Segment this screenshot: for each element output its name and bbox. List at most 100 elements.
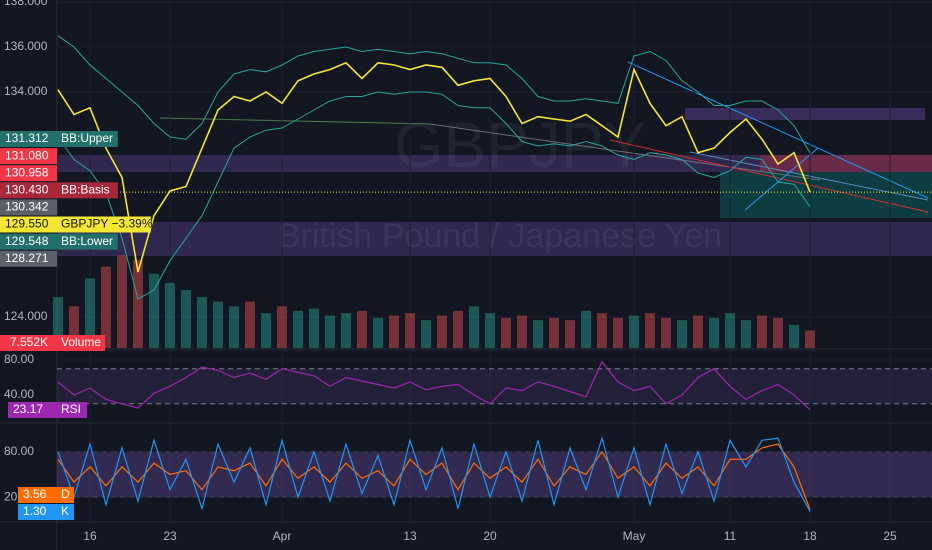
stoch-line — [57, 435, 811, 512]
volume-bar — [149, 273, 159, 348]
volume-bar — [613, 317, 623, 348]
volume-bar — [309, 308, 319, 348]
x-tick-label: 25 — [883, 529, 897, 543]
volume-badge — [0, 335, 57, 351]
rsi-badge — [8, 402, 57, 418]
price-badge — [0, 199, 57, 216]
price-badge — [0, 250, 57, 267]
volume-bar — [245, 301, 255, 348]
volume-bar — [165, 283, 175, 348]
series-badge — [57, 131, 118, 147]
zone — [720, 172, 932, 218]
volume-bar — [53, 296, 63, 348]
volume-bar — [69, 306, 79, 348]
volume-bar — [341, 313, 351, 348]
rsi-badge-label: 23.17 — [13, 402, 43, 416]
stoch-name: K — [61, 504, 69, 518]
x-tick-label: 11 — [724, 529, 737, 543]
y-tick-label: 80.00 — [4, 444, 34, 458]
price-badge — [0, 131, 57, 147]
volume-bar — [213, 301, 223, 348]
rsi-name-badge — [57, 402, 87, 418]
volume-bar — [421, 320, 431, 348]
y-tick-label: 138.000 — [4, 0, 48, 8]
volume-bar — [469, 306, 479, 348]
volume-bar — [325, 315, 335, 348]
price-line — [57, 61, 811, 273]
series-badge — [57, 216, 151, 233]
volume-bar — [533, 320, 543, 348]
y-tick-label: 134.000 — [4, 84, 48, 98]
volume-bar — [277, 306, 287, 348]
y-tick-label: 136.000 — [4, 39, 48, 53]
series-badge-label: GBPJPY −3.39% — [61, 217, 153, 231]
x-tick-label: May — [623, 529, 646, 543]
volume-bar — [725, 313, 735, 348]
zone — [760, 155, 932, 172]
volume-bar — [453, 310, 463, 348]
volume-bar — [741, 320, 751, 348]
series-badge-label: BB:Basis — [61, 182, 110, 196]
watermark-description: British Pound / Japanese Yen — [278, 217, 722, 255]
volume-bar — [261, 313, 271, 348]
price-badge-label: 131.312 — [5, 131, 49, 145]
volume-bar — [645, 313, 655, 348]
series-badge — [57, 182, 118, 199]
price-badge-label: 131.080 — [5, 148, 49, 162]
volume-bar — [373, 317, 383, 348]
x-tick-label: 23 — [163, 529, 177, 543]
volume-bar — [117, 255, 127, 348]
volume-name: Volume — [61, 335, 101, 349]
volume-bar — [565, 320, 575, 348]
volume-bar — [501, 317, 511, 348]
volume-bar — [101, 266, 111, 348]
stoch-name-badge — [57, 504, 74, 520]
volume-bar — [549, 317, 559, 348]
volume-bar — [581, 310, 591, 348]
price-line — [57, 91, 811, 300]
volume-bar — [485, 313, 495, 348]
rsi-name: RSI — [61, 402, 81, 416]
zone — [57, 155, 932, 172]
volume-bar — [85, 278, 95, 348]
price-badge — [0, 182, 57, 199]
stoch-badge — [18, 504, 57, 520]
volume-bar — [693, 315, 703, 348]
price-badge-label: 130.958 — [5, 165, 49, 179]
volume-bar — [229, 306, 239, 348]
series-badge-label: BB:Upper — [61, 131, 113, 145]
volume-bar — [805, 330, 815, 348]
stoch-name-badge — [57, 487, 74, 503]
volume-bar — [709, 317, 719, 348]
series-badge — [57, 233, 118, 250]
arrow-line — [744, 147, 819, 211]
volume-bar — [661, 317, 671, 348]
volume-bar — [437, 315, 447, 348]
price-badge-label: 129.548 — [5, 234, 49, 248]
volume-bar — [773, 317, 783, 348]
price-badge-label: 130.430 — [5, 182, 49, 196]
zone — [57, 222, 932, 256]
y-tick-label: 80.00 — [4, 352, 34, 366]
y-tick-label: 40.00 — [4, 387, 34, 401]
price-badge-label: 128.271 — [5, 251, 49, 265]
price-badge — [0, 216, 57, 233]
trend-line — [429, 123, 821, 181]
trend-line — [609, 139, 929, 213]
stoch-name: D — [61, 487, 70, 501]
volume-bar — [357, 310, 367, 348]
y-tick-label: 124.000 — [4, 309, 48, 323]
x-tick-label: 16 — [83, 529, 97, 543]
volume-badge-label: 7.552K — [10, 335, 48, 349]
volume-bar — [677, 320, 687, 348]
zone — [685, 108, 925, 120]
trend-line — [627, 61, 929, 199]
volume-bar — [389, 315, 399, 348]
volume-bar — [133, 259, 143, 348]
x-tick-label: 20 — [483, 529, 497, 543]
price-line — [57, 35, 811, 153]
price-badge — [0, 148, 57, 165]
volume-bar — [293, 310, 303, 348]
volume-bar — [789, 324, 799, 348]
